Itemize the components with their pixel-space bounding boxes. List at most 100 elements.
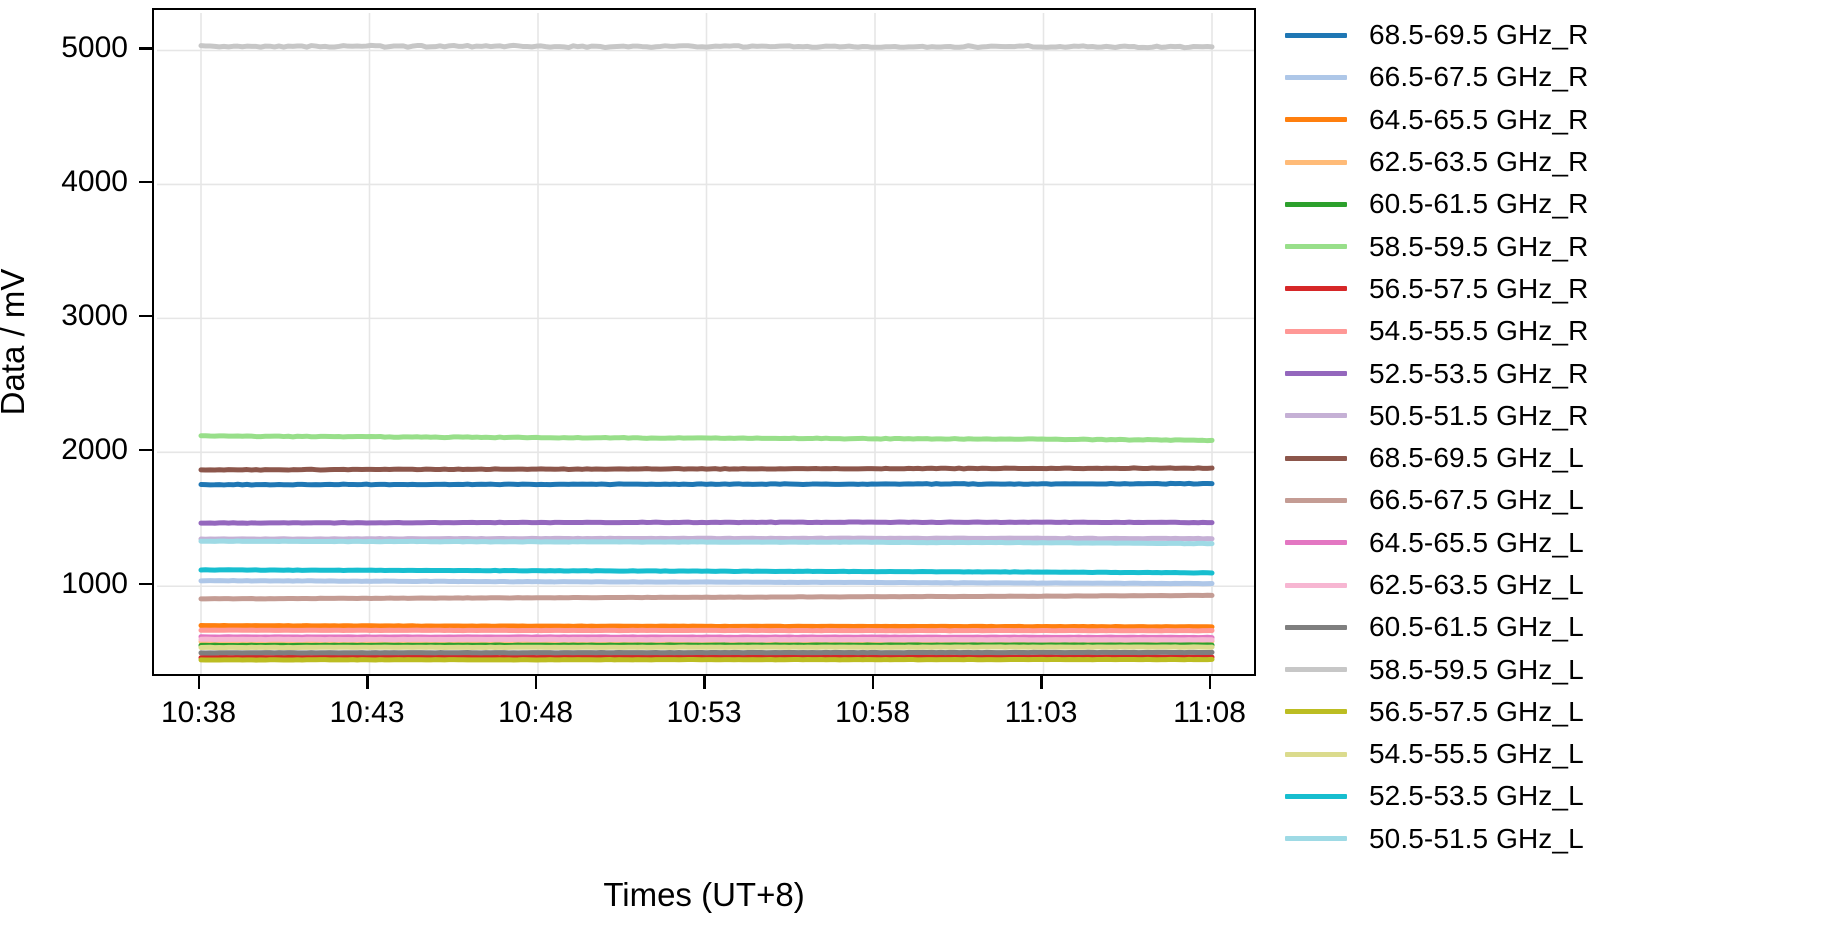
- legend-item-label: 54.5-55.5 GHz_R: [1369, 315, 1589, 347]
- x-axis-label: Times (UT+8): [603, 876, 805, 913]
- x-tick-mark: [703, 676, 706, 689]
- legend-color-swatch: [1285, 117, 1347, 123]
- legend-color-swatch: [1285, 582, 1347, 588]
- legend-item-label: 68.5-69.5 GHz_R: [1369, 19, 1589, 51]
- legend-item-label: 60.5-61.5 GHz_L: [1369, 611, 1584, 643]
- legend-item[interactable]: 68.5-69.5 GHz_L: [1285, 437, 1840, 479]
- legend-item-label: 52.5-53.5 GHz_R: [1369, 357, 1589, 389]
- legend-item-label: 56.5-57.5 GHz_R: [1369, 272, 1589, 304]
- series-line: [198, 464, 1214, 473]
- series-line: [198, 518, 1214, 526]
- legend-color-swatch: [1285, 540, 1347, 546]
- series-line: [198, 627, 1214, 633]
- x-tick-mark: [1040, 676, 1043, 689]
- y-tick-label: 5000: [61, 31, 128, 64]
- legend-item-label: 62.5-63.5 GHz_R: [1369, 146, 1589, 178]
- legend-item-label: 50.5-51.5 GHz_L: [1369, 822, 1584, 854]
- y-tick-label: 2000: [61, 432, 128, 466]
- y-tick-mark: [139, 180, 152, 184]
- legend-item[interactable]: 50.5-51.5 GHz_R: [1285, 395, 1840, 437]
- legend-color-swatch: [1285, 244, 1347, 250]
- legend-item-label: 66.5-67.5 GHz_R: [1369, 61, 1589, 93]
- series-svg: [156, 12, 1254, 674]
- legend-color-swatch: [1285, 793, 1347, 799]
- x-tick-mark: [366, 676, 369, 689]
- legend-item[interactable]: 56.5-57.5 GHz_R: [1285, 268, 1840, 310]
- legend-item[interactable]: 66.5-67.5 GHz_L: [1285, 479, 1840, 521]
- series-line: [198, 649, 1214, 655]
- legend-item-label: 64.5-65.5 GHz_R: [1369, 103, 1589, 135]
- x-tick-mark: [871, 676, 874, 689]
- legend-color-swatch: [1285, 328, 1347, 334]
- legend-item[interactable]: 58.5-59.5 GHz_R: [1285, 225, 1840, 267]
- plot-clip: [154, 10, 1254, 674]
- x-tick-label: 10:43: [329, 696, 405, 729]
- legend-item[interactable]: 62.5-63.5 GHz_R: [1285, 141, 1840, 183]
- legend-item[interactable]: 54.5-55.5 GHz_R: [1285, 310, 1840, 352]
- legend-color-swatch: [1285, 201, 1347, 207]
- x-tick-label: 10:53: [666, 696, 742, 729]
- x-tick-label: 10:58: [834, 696, 911, 729]
- legend-item-label: 68.5-69.5 GHz_L: [1369, 442, 1584, 474]
- legend: 68.5-69.5 GHz_R 66.5-67.5 GHz_R 64.5-65.5 …: [1285, 14, 1840, 869]
- y-tick-mark: [139, 582, 152, 586]
- legend-item[interactable]: 52.5-53.5 GHz_R: [1285, 352, 1840, 394]
- legend-item-label: 62.5-63.5 GHz_L: [1369, 569, 1584, 600]
- legend-item-label: 58.5-59.5 GHz_R: [1369, 230, 1589, 262]
- x-tick-label: 10:48: [497, 696, 574, 729]
- legend-item[interactable]: 66.5-67.5 GHz_R: [1285, 56, 1840, 98]
- legend-item[interactable]: 64.5-65.5 GHz_R: [1285, 99, 1840, 141]
- legend-item[interactable]: 62.5-63.5 GHz_L: [1285, 564, 1840, 606]
- series-line: [198, 566, 1214, 576]
- y-tick-label: 1000: [61, 566, 128, 600]
- x-tick-label: 11:03: [1004, 696, 1078, 729]
- legend-color-swatch: [1285, 159, 1347, 165]
- legend-item[interactable]: 52.5-53.5 GHz_L: [1285, 775, 1840, 817]
- x-tick-label: 11:08: [1173, 696, 1246, 729]
- y-tick-mark: [139, 448, 152, 452]
- legend-color-swatch: [1285, 751, 1347, 757]
- legend-color-swatch: [1285, 413, 1347, 419]
- series-line: [198, 592, 1214, 601]
- legend-item-label: 50.5-51.5 GHz_R: [1369, 399, 1589, 431]
- x-tick-label: 10:38: [160, 696, 237, 729]
- legend-item-label: 58.5-59.5 GHz_L: [1369, 653, 1584, 685]
- legend-item-label: 56.5-57.5 GHz_L: [1369, 695, 1584, 727]
- legend-item[interactable]: 54.5-55.5 GHz_L: [1285, 733, 1840, 775]
- legend-color-swatch: [1285, 624, 1347, 630]
- series-line: [198, 432, 1214, 443]
- legend-color-swatch: [1285, 836, 1347, 842]
- legend-item[interactable]: 50.5-51.5 GHz_L: [1285, 818, 1840, 860]
- series-line: [198, 538, 1214, 546]
- y-tick-label: 3000: [61, 298, 128, 332]
- series-line: [198, 656, 1214, 663]
- x-tick-mark: [197, 676, 200, 689]
- legend-item[interactable]: 64.5-65.5 GHz_L: [1285, 522, 1840, 564]
- legend-item-label: 60.5-61.5 GHz_R: [1369, 188, 1589, 220]
- series-line: [198, 577, 1214, 586]
- legend-item-label: 52.5-53.5 GHz_L: [1369, 780, 1584, 812]
- series-line: [198, 535, 1214, 542]
- legend-item[interactable]: 68.5-69.5 GHz_R: [1285, 14, 1840, 56]
- legend-color-swatch: [1285, 497, 1347, 503]
- legend-item-label: 64.5-65.5 GHz_L: [1369, 526, 1584, 558]
- legend-color-swatch: [1285, 709, 1347, 715]
- legend-item[interactable]: 58.5-59.5 GHz_L: [1285, 648, 1840, 690]
- series-line: [198, 480, 1214, 487]
- legend-item[interactable]: 56.5-57.5 GHz_L: [1285, 691, 1840, 733]
- legend-color-swatch: [1285, 371, 1347, 377]
- x-tick-mark: [534, 676, 537, 689]
- y-tick-label: 4000: [61, 164, 128, 198]
- legend-color-swatch: [1285, 667, 1347, 673]
- legend-item-label: 66.5-67.5 GHz_L: [1369, 484, 1584, 516]
- plot-area: [152, 8, 1256, 676]
- series-line: [198, 643, 1214, 650]
- x-tick-mark: [1208, 676, 1211, 689]
- legend-item[interactable]: 60.5-61.5 GHz_L: [1285, 606, 1840, 648]
- legend-item[interactable]: 60.5-61.5 GHz_R: [1285, 183, 1840, 225]
- series-line: [198, 42, 1214, 50]
- legend-color-swatch: [1285, 455, 1347, 461]
